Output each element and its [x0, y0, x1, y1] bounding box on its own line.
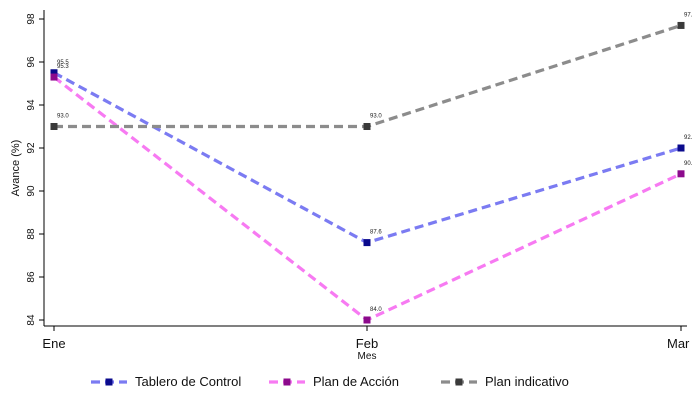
y-tick-label: 84	[26, 314, 37, 326]
y-tick-label: 98	[26, 13, 37, 25]
y-tick-label: 88	[26, 228, 37, 240]
legend: Tablero de Control Plan de Acción Plan ind…	[91, 374, 569, 389]
data-label: 97.7	[684, 12, 692, 18]
data-point	[677, 144, 685, 152]
y-tick-label: 86	[26, 271, 37, 283]
series-1: 95.3 84.0 90.8	[50, 64, 692, 324]
data-label: 87.6	[370, 230, 382, 236]
data-label: 95.5	[57, 60, 69, 66]
data-label: 90.8	[684, 161, 692, 167]
y-tick-label: 90	[26, 185, 37, 197]
data-point	[363, 239, 371, 247]
legend-label: Plan de Acción	[313, 374, 399, 389]
legend-item-0: Tablero de Control	[91, 374, 241, 389]
data-label: 93.0	[370, 114, 382, 120]
x-tick-label: Ene	[42, 336, 65, 351]
legend-item-1: Plan de Acción	[269, 374, 399, 389]
data-point	[677, 21, 685, 29]
x-axis-title: Mes	[358, 351, 377, 362]
legend-label: Plan indicativo	[485, 374, 569, 389]
y-tick-label: 94	[26, 99, 37, 111]
y-axis-title: Avance (%)	[10, 140, 22, 197]
series-0: 95.5 87.6 92.0	[50, 60, 692, 247]
series-lines: 95.5 87.6 92.0 95.3 84.0 90.8 93.0 93.0 97.7	[50, 12, 692, 324]
data-point	[50, 73, 58, 81]
x-tick-label: Mar	[667, 336, 690, 351]
data-label: 93.0	[57, 114, 69, 120]
legend-swatch-marker	[455, 378, 463, 386]
data-point	[363, 316, 371, 324]
legend-swatch-marker	[105, 378, 113, 386]
x-tick-label: Feb	[356, 336, 378, 351]
legend-label: Tablero de Control	[135, 374, 241, 389]
axes: 84 86 88 90 92 94 96 98 Avance (%) Ene Feb Mar Mes	[10, 10, 690, 362]
legend-item-2: Plan indicativo	[441, 374, 569, 389]
data-point	[677, 170, 685, 178]
data-point	[363, 123, 371, 130]
data-label: 84.0	[370, 307, 382, 313]
legend-swatch-marker	[283, 378, 291, 386]
data-label: 95.3	[57, 64, 69, 70]
data-label: 92.0	[684, 135, 692, 141]
data-point	[50, 69, 58, 77]
y-tick-label: 92	[26, 142, 37, 154]
series-2: 93.0 93.0 97.7	[50, 12, 692, 130]
data-point	[50, 123, 58, 130]
y-tick-label: 96	[26, 56, 37, 68]
